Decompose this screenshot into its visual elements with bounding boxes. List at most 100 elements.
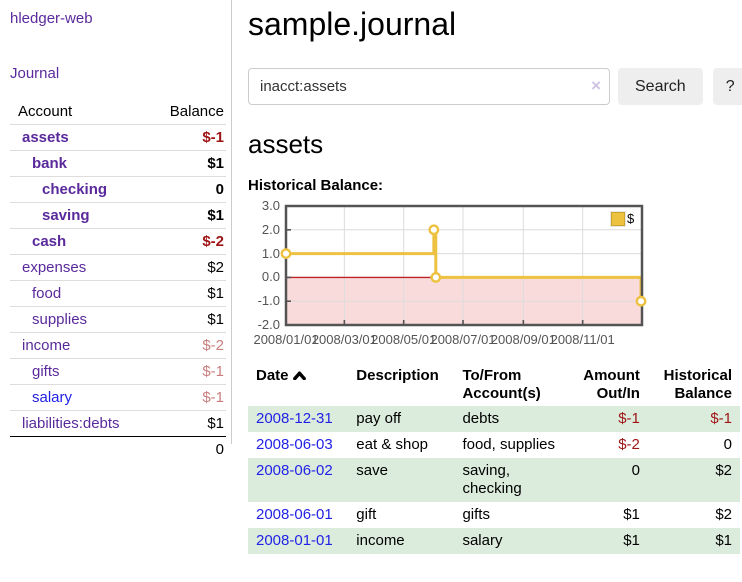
transaction-date-link[interactable]: 2008-06-03 [256, 436, 333, 453]
y-axis-tick-label: 0.0 [261, 269, 280, 285]
transaction-date-link[interactable]: 2008-06-01 [256, 506, 333, 523]
description-column-header: Description [356, 367, 439, 384]
account-balance: $1 [146, 150, 226, 177]
account-balance: $1 [146, 410, 226, 437]
accounts-column-header: Account [18, 103, 73, 120]
x-axis-tick-label: 2008/11/01 [550, 332, 615, 347]
transaction-row: 2008-01-01 income salary $1 $1 [248, 528, 740, 554]
transaction-accounts: gifts [462, 506, 490, 523]
account-link-income[interactable]: income [22, 337, 71, 354]
transactions-table: Date Description To/From Account(s) Amou… [248, 364, 740, 554]
date-column-header[interactable]: Date [248, 364, 348, 406]
legend-swatch-icon [610, 210, 626, 227]
accounts-balance-table: Account Balance assets $-1 bank $1 checking 0… [10, 99, 226, 462]
transaction-balance: $1 [715, 532, 732, 549]
main-content: sample.journal × Search ? assets Histori… [233, 0, 742, 554]
chart-title: Historical Balance: [248, 177, 384, 194]
legend-label: $ [627, 211, 635, 226]
y-axis-tick-label: 3.0 [261, 198, 280, 213]
account-balance: $1 [146, 202, 226, 229]
account-balance: 0 [146, 176, 226, 203]
transaction-row: 2008-12-31 pay off debts $-1 $-1 [248, 406, 740, 432]
x-axis-tick-label: 2008/05/01 [371, 332, 437, 347]
account-balance: $-1 [146, 384, 226, 411]
account-link-cash[interactable]: cash [32, 233, 67, 250]
transaction-description: eat & shop [356, 436, 429, 453]
account-row: income $-2 [10, 332, 226, 359]
account-link-food[interactable]: food [32, 285, 62, 302]
account-row: saving $1 [10, 202, 226, 229]
account-balance: $2 [146, 254, 226, 281]
transaction-row: 2008-06-01 gift gifts $1 $2 [248, 502, 740, 528]
transaction-description: income [356, 532, 405, 549]
x-axis-tick-label: 2008/01/01 [253, 332, 319, 347]
search-button[interactable]: Search [618, 68, 703, 105]
account-balance: $-1 [146, 124, 226, 151]
accounts-total-row: 0 [10, 436, 226, 462]
transaction-balance: 0 [723, 436, 732, 453]
search-form: × Search ? [248, 68, 742, 105]
transaction-description: save [356, 462, 388, 479]
transaction-balance: $2 [715, 462, 732, 479]
clear-search-icon[interactable]: × [591, 76, 601, 95]
y-axis-tick-label: -1.0 [257, 293, 280, 309]
account-link-salary[interactable]: salary [32, 389, 73, 406]
account-link-gifts[interactable]: gifts [32, 363, 60, 380]
sidebar: hledger-web Journal Account Balance asse… [0, 0, 232, 462]
transaction-accounts: saving, checking [462, 462, 522, 497]
account-row: liabilities:debts $1 [10, 410, 226, 437]
sort-ascending-icon [292, 367, 306, 384]
account-link-liabilities-debts[interactable]: liabilities:debts [22, 415, 120, 432]
account-balance: $-1 [146, 358, 226, 385]
app-title-link[interactable]: hledger-web [10, 10, 93, 27]
x-axis-tick-label: 2008/07/01 [430, 332, 496, 347]
chart-legend: $ [610, 210, 635, 227]
transaction-accounts: food, supplies [462, 436, 556, 453]
transaction-row: 2008-06-03 eat & shop food, supplies $-2 0 [248, 432, 740, 458]
account-balance: $1 [146, 280, 226, 307]
accounts-column-header-txns: To/From Account(s) [462, 367, 541, 402]
account-row: expenses $2 [10, 254, 226, 281]
transaction-amount: $1 [623, 532, 640, 549]
x-axis-tick-label: 2008/03/01 [311, 332, 377, 347]
y-axis-tick-label: 2.0 [261, 221, 280, 237]
transaction-description: pay off [356, 410, 402, 427]
account-link-assets[interactable]: assets [22, 129, 69, 146]
transaction-balance: $2 [715, 506, 732, 523]
account-link-supplies[interactable]: supplies [32, 311, 88, 328]
transaction-amount: $-1 [618, 410, 640, 427]
transaction-amount: $-2 [618, 436, 640, 453]
search-input[interactable] [248, 68, 610, 105]
account-row: supplies $1 [10, 306, 226, 333]
account-row: assets $-1 [10, 124, 226, 151]
account-row: gifts $-1 [10, 358, 226, 385]
amount-column-header: Amount Out/In [583, 367, 640, 402]
chart-plot [280, 204, 647, 327]
account-row: food $1 [10, 280, 226, 307]
account-balance: $-2 [146, 228, 226, 255]
account-row: cash $-2 [10, 228, 226, 255]
account-link-checking[interactable]: checking [42, 181, 108, 198]
help-button[interactable]: ? [712, 68, 742, 105]
account-link-saving[interactable]: saving [42, 207, 90, 224]
account-row: checking 0 [10, 176, 226, 203]
transaction-date-link[interactable]: 2008-06-02 [256, 462, 333, 479]
account-balance: $-2 [146, 332, 226, 359]
transaction-accounts: salary [462, 532, 503, 549]
transaction-amount: 0 [631, 462, 640, 479]
sidebar-item-journal[interactable]: Journal [10, 65, 60, 82]
account-row: bank $1 [10, 150, 226, 177]
page-title: sample.journal [248, 6, 457, 42]
account-link-bank[interactable]: bank [32, 155, 68, 172]
transaction-amount: $1 [623, 506, 640, 523]
transaction-date-link[interactable]: 2008-12-31 [256, 410, 333, 427]
transaction-description: gift [356, 506, 377, 523]
account-link-expenses[interactable]: expenses [22, 259, 87, 276]
balance-column-header: Balance [169, 103, 224, 120]
historical-balance-chart: 3.0 2.0 1.0 0.0 -1.0 -2.0 2008/01/01 2008/03/01… [248, 198, 658, 352]
account-row: salary $-1 [10, 384, 226, 411]
transaction-date-link[interactable]: 2008-01-01 [256, 532, 333, 549]
x-axis-tick-label: 2008/09/01 [490, 332, 556, 347]
transaction-balance: $-1 [710, 410, 732, 427]
transaction-row: 2008-06-02 save saving, checking 0 $2 [248, 458, 740, 502]
